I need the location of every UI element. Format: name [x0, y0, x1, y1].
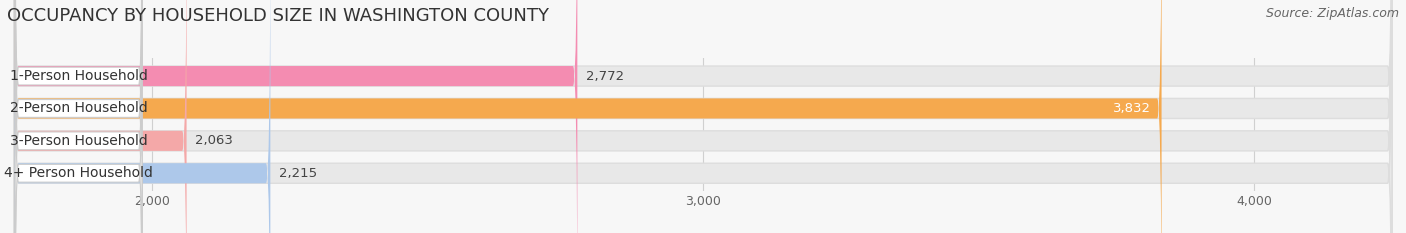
FancyBboxPatch shape — [14, 0, 270, 233]
FancyBboxPatch shape — [14, 0, 187, 233]
FancyBboxPatch shape — [14, 0, 1392, 233]
FancyBboxPatch shape — [15, 0, 142, 233]
FancyBboxPatch shape — [14, 0, 1392, 233]
Text: 1-Person Household: 1-Person Household — [10, 69, 148, 83]
FancyBboxPatch shape — [15, 0, 142, 233]
Text: 2-Person Household: 2-Person Household — [10, 101, 148, 116]
FancyBboxPatch shape — [14, 0, 1392, 233]
Text: 2,215: 2,215 — [278, 167, 316, 180]
Text: OCCUPANCY BY HOUSEHOLD SIZE IN WASHINGTON COUNTY: OCCUPANCY BY HOUSEHOLD SIZE IN WASHINGTO… — [7, 7, 548, 25]
FancyBboxPatch shape — [14, 0, 578, 233]
FancyBboxPatch shape — [15, 0, 142, 233]
FancyBboxPatch shape — [14, 0, 1161, 233]
Text: 2,772: 2,772 — [586, 70, 624, 82]
Text: 3,832: 3,832 — [1112, 102, 1150, 115]
FancyBboxPatch shape — [15, 0, 142, 233]
Text: 3-Person Household: 3-Person Household — [10, 134, 148, 148]
FancyBboxPatch shape — [14, 0, 1392, 233]
Text: 2,063: 2,063 — [195, 134, 233, 147]
Text: Source: ZipAtlas.com: Source: ZipAtlas.com — [1265, 7, 1399, 20]
Text: 4+ Person Household: 4+ Person Household — [4, 166, 153, 180]
